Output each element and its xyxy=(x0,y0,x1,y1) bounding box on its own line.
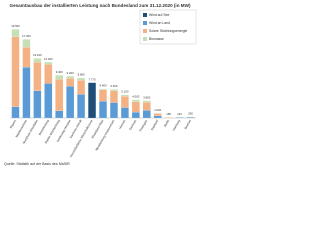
legend-label: Solare Strahlungsenergie xyxy=(149,29,187,33)
legend-swatch xyxy=(143,29,147,33)
total-label: 12.300 xyxy=(44,57,53,61)
bar-segment xyxy=(110,90,118,103)
total-label: 1.020 xyxy=(154,108,161,112)
total-label: 5.100 xyxy=(121,90,128,94)
bar-segment xyxy=(99,88,107,90)
x-tick-label: Hessen xyxy=(118,119,127,130)
bar-segment xyxy=(186,117,195,119)
bar-segment xyxy=(55,79,64,111)
bar-segment xyxy=(77,77,86,81)
bar-segment xyxy=(99,101,107,119)
x-tick-label: Bremen xyxy=(183,119,192,130)
total-label: 180 xyxy=(166,112,171,116)
total-label: 210 xyxy=(177,112,182,116)
legend-swatch xyxy=(143,13,147,17)
bar-segment xyxy=(22,47,31,68)
bar-segment xyxy=(88,82,96,119)
total-label: 3.800 xyxy=(143,95,150,99)
bar-segment xyxy=(66,76,75,79)
bar-segment xyxy=(44,83,53,119)
total-label: 19.500 xyxy=(11,24,20,28)
bar-segment xyxy=(131,99,140,102)
bar-segment xyxy=(110,89,118,91)
bar-segment xyxy=(99,89,107,102)
bar-segment xyxy=(120,94,129,97)
legend-swatch xyxy=(143,21,147,25)
x-tick-label: Sachsen xyxy=(128,119,137,131)
bar-segment xyxy=(55,75,64,80)
bar-segment xyxy=(120,96,129,108)
bar-segment xyxy=(142,100,151,103)
total-label: 9.200 xyxy=(67,71,74,75)
page: {"chart_data":{"type":"stacked_bar", "ti… xyxy=(4,3,197,166)
total-label: 17.300 xyxy=(22,34,31,38)
x-tick-label: Hamburg xyxy=(172,119,182,132)
total-label: 9.400 xyxy=(56,70,63,74)
legend-label: Wind an Land xyxy=(149,21,170,25)
x-tick-label: Bayern xyxy=(9,119,17,130)
bar-segment xyxy=(22,39,31,48)
bar-segment xyxy=(44,62,53,65)
total-label: 260 xyxy=(188,112,193,116)
bar-segment xyxy=(66,86,75,119)
x-tick-label: Thüringen xyxy=(138,119,148,133)
total-label: 7.770 xyxy=(89,77,96,81)
bar-segment xyxy=(33,90,42,119)
x-tick-label: Berlin xyxy=(163,119,170,128)
bar-segment xyxy=(153,115,162,119)
bar-segment xyxy=(22,67,31,119)
total-label: 6.400 xyxy=(100,84,107,88)
footnote: Quelle: Statistik auf der Basis des MaSt… xyxy=(4,162,70,166)
bar-segment xyxy=(44,64,53,84)
bar-segment xyxy=(110,102,118,119)
bar-segment xyxy=(11,29,20,37)
bar-segment xyxy=(11,106,20,119)
total-label: 8.800 xyxy=(78,73,85,77)
bar-segment xyxy=(11,36,20,107)
bar-segment xyxy=(66,78,75,87)
bar-segment xyxy=(77,80,86,95)
bar-segment xyxy=(55,110,64,119)
legend-swatch xyxy=(143,37,147,41)
bar-segment xyxy=(142,102,151,111)
bar-segment xyxy=(33,58,42,63)
bar-segment xyxy=(131,112,140,119)
legend-label: Wind auf See xyxy=(149,13,169,17)
chart-title: Gesamtausbau der installierten Leistung … xyxy=(10,3,191,8)
x-tick-label: Saarland xyxy=(150,119,160,132)
bar-segment xyxy=(142,110,151,119)
legend-box xyxy=(139,9,197,45)
chart: Gesamtausbau der installierten Leistung … xyxy=(4,3,197,166)
bar-segment xyxy=(33,62,42,91)
bar-segment xyxy=(77,94,86,119)
bar-segment xyxy=(153,113,162,116)
bar-segment xyxy=(120,107,129,119)
bar-segment xyxy=(175,117,184,119)
total-label: 6.300 xyxy=(110,84,117,88)
total-label: 13.100 xyxy=(33,53,42,57)
bar-segment xyxy=(164,117,173,119)
legend-label: Biomasse xyxy=(149,37,164,41)
bar-segment xyxy=(131,101,140,113)
total-label: 4.000 xyxy=(132,95,139,99)
